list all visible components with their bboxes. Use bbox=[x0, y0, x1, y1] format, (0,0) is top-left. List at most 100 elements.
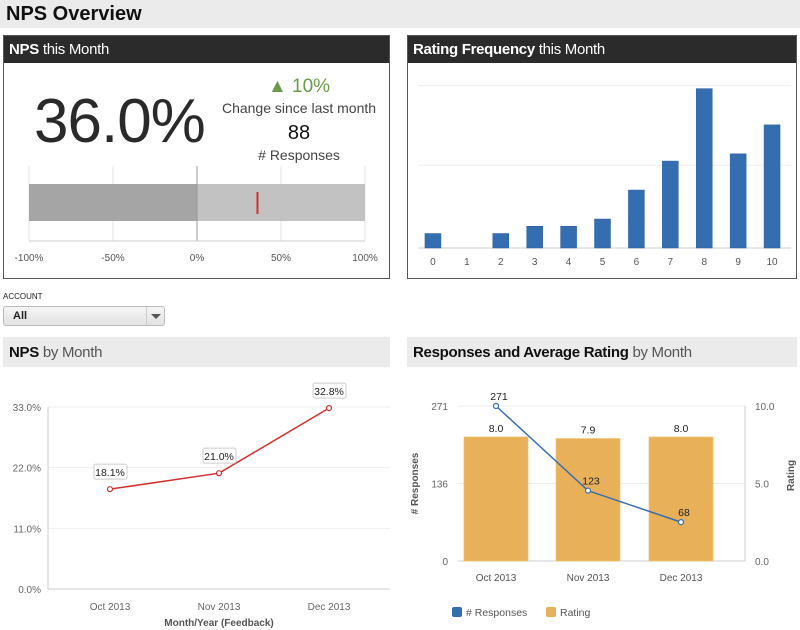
x-tick-label: 3 bbox=[532, 257, 538, 268]
bar bbox=[463, 436, 529, 562]
account-select[interactable]: All bbox=[3, 306, 165, 326]
nps-value: 36.0% bbox=[34, 87, 206, 156]
title-rest: this Month bbox=[42, 41, 110, 58]
legend-label: # Responses bbox=[466, 607, 527, 619]
data-label: 21.0% bbox=[204, 451, 234, 463]
rating-frequency-panel: Rating Frequency this Month 0 1 2 3 4 5 6 7 8 9 10 bbox=[407, 35, 797, 279]
y-tick-label: 136 bbox=[431, 480, 448, 491]
account-select-value: All bbox=[13, 310, 28, 322]
legend-label: Rating bbox=[560, 607, 591, 619]
nps-this-month-panel: NPS this Month 36.0% ▲ 10% Change since … bbox=[3, 35, 390, 279]
data-point bbox=[215, 470, 223, 477]
data-point bbox=[492, 402, 500, 410]
title-bold: Responses and Average Rating bbox=[413, 344, 629, 361]
y-tick-label: 11.0% bbox=[13, 524, 41, 535]
bar-label: 8.0 bbox=[674, 423, 689, 435]
x-tick-label: Dec 2013 bbox=[660, 573, 703, 584]
bar bbox=[526, 226, 543, 249]
data-point bbox=[106, 486, 114, 493]
panel-header: NPS this Month bbox=[4, 36, 389, 63]
bar-label: 7.9 bbox=[581, 425, 596, 437]
bullet-negative-range bbox=[29, 184, 197, 221]
x-tick-label: Oct 2013 bbox=[90, 602, 131, 613]
title-rest: this Month bbox=[538, 41, 606, 58]
bar bbox=[560, 226, 577, 249]
x-tick-label: 1 bbox=[464, 257, 470, 268]
legend-swatch bbox=[452, 607, 462, 617]
change-label: Change since last month bbox=[221, 100, 377, 116]
y2-axis-title: Rating bbox=[786, 460, 797, 491]
y-tick-label: 33.0% bbox=[13, 403, 41, 414]
responses-label: # Responses bbox=[258, 147, 340, 163]
chevron-down-icon bbox=[151, 314, 161, 319]
bullet-positive-range bbox=[197, 184, 365, 221]
tick-label: -100% bbox=[15, 253, 44, 264]
bar-label: 8.0 bbox=[489, 423, 504, 435]
x-tick-label: 7 bbox=[668, 257, 674, 268]
data-label: 18.1% bbox=[95, 467, 125, 479]
x-tick-label: 5 bbox=[600, 257, 606, 268]
x-tick-label: 6 bbox=[634, 257, 640, 268]
tick-label: 100% bbox=[352, 253, 378, 264]
title-bold: Rating Frequency bbox=[413, 41, 535, 58]
data-point bbox=[677, 519, 685, 526]
bar bbox=[492, 233, 510, 249]
x-tick-label: 2 bbox=[498, 257, 504, 268]
x-tick-label: Dec 2013 bbox=[308, 602, 351, 613]
x-tick-label: Nov 2013 bbox=[567, 573, 610, 584]
panel-header: Rating Frequency this Month bbox=[408, 36, 796, 63]
tick-label: 50% bbox=[271, 253, 291, 264]
data-label: 123 bbox=[582, 476, 600, 488]
bar bbox=[729, 153, 747, 249]
data-point bbox=[584, 487, 592, 494]
y-tick-label: 271 bbox=[431, 402, 448, 413]
bar bbox=[555, 438, 621, 562]
bar bbox=[648, 436, 714, 562]
data-label-box bbox=[202, 447, 237, 464]
rating-frequency-chart: 0 1 2 3 4 5 6 7 8 9 10 bbox=[418, 85, 791, 268]
tick-label: -50% bbox=[101, 253, 124, 264]
y-tick-label: 0 bbox=[442, 557, 448, 568]
responses-value: 88 bbox=[287, 122, 311, 144]
data-label: 271 bbox=[490, 391, 508, 403]
page-header: NPS Overview bbox=[0, 0, 800, 28]
data-label: 68 bbox=[678, 507, 690, 519]
data-label-box bbox=[312, 382, 347, 399]
nps-by-month-chart: 0.0% 11.0% 22.0% 33.0% 18.1% Oct 2013 21.0% Nov… bbox=[13, 382, 390, 629]
bar bbox=[662, 160, 679, 249]
title-rest: by Month bbox=[42, 344, 103, 361]
bar bbox=[594, 218, 611, 249]
tick-label: 0% bbox=[190, 253, 205, 264]
page-title: NPS Overview bbox=[6, 3, 142, 25]
change-value: ▲ 10% bbox=[267, 76, 331, 97]
y-tick-label: 22.0% bbox=[13, 464, 41, 475]
x-tick-label: 10 bbox=[766, 257, 778, 268]
y-axis-title: # Responses bbox=[410, 452, 421, 514]
data-label: 32.8% bbox=[314, 386, 344, 398]
bar bbox=[424, 233, 442, 249]
bar bbox=[628, 189, 645, 249]
x-tick-label: 9 bbox=[735, 257, 741, 268]
account-label: ACCOUNT bbox=[3, 292, 43, 301]
responses-rating-header: Responses and Average Rating by Month bbox=[407, 337, 797, 367]
y2-tick-label: 5.0 bbox=[755, 480, 769, 491]
title-rest: by Month bbox=[632, 344, 692, 361]
y2-tick-label: 0.0 bbox=[755, 557, 769, 568]
title-bold: NPS bbox=[9, 344, 39, 361]
x-tick-label: 4 bbox=[566, 257, 572, 268]
x-tick-label: 8 bbox=[701, 257, 707, 268]
x-tick-label: Oct 2013 bbox=[476, 573, 517, 584]
data-point bbox=[325, 405, 333, 412]
bar bbox=[763, 124, 781, 249]
nps-by-month-header: NPS by Month bbox=[3, 337, 390, 367]
bullet-chart: -100% -50% 0% 50% 100% bbox=[15, 166, 378, 264]
responses-rating-chart: 0 136 271 0.0 5.0 10.0 # Responses Rating 8.0 Oct… bbox=[410, 391, 797, 619]
x-tick-label: Nov 2013 bbox=[198, 602, 241, 613]
title-bold: NPS bbox=[9, 41, 39, 58]
divider bbox=[146, 307, 147, 325]
x-axis-title: Month/Year (Feedback) bbox=[164, 618, 273, 629]
y2-tick-label: 10.0 bbox=[755, 402, 775, 413]
data-label-box bbox=[93, 463, 128, 480]
y-tick-label: 0.0% bbox=[18, 585, 41, 596]
legend-swatch bbox=[546, 607, 556, 617]
